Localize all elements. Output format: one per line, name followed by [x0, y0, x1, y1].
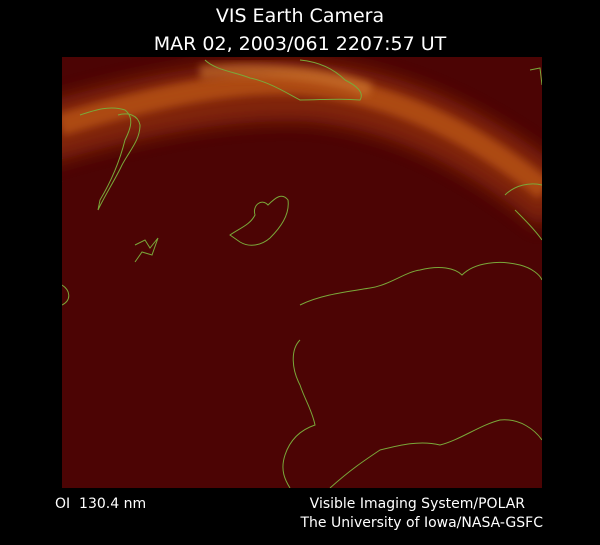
coastline	[204, 59, 362, 101]
camera-image	[62, 57, 542, 488]
filter-label: OI 130.4 nm	[55, 496, 146, 512]
coastline	[504, 183, 542, 241]
timestamp: MAR 02, 2003/061 2207:57 UT	[154, 33, 447, 55]
aurora-arc	[62, 72, 542, 199]
coastline	[134, 237, 159, 263]
coastline	[79, 107, 141, 211]
title: VIS Earth Camera	[216, 5, 384, 27]
coastline	[329, 419, 542, 488]
coastlines	[62, 59, 542, 488]
instrument-label: Visible Imaging System/POLAR	[310, 496, 526, 512]
coastline	[282, 339, 316, 488]
coastline	[229, 195, 289, 246]
coastline	[299, 261, 542, 306]
coastline	[529, 67, 542, 86]
institution-label: The University of Iowa/NASA-GSFC	[299, 515, 543, 531]
coastline	[62, 284, 70, 306]
